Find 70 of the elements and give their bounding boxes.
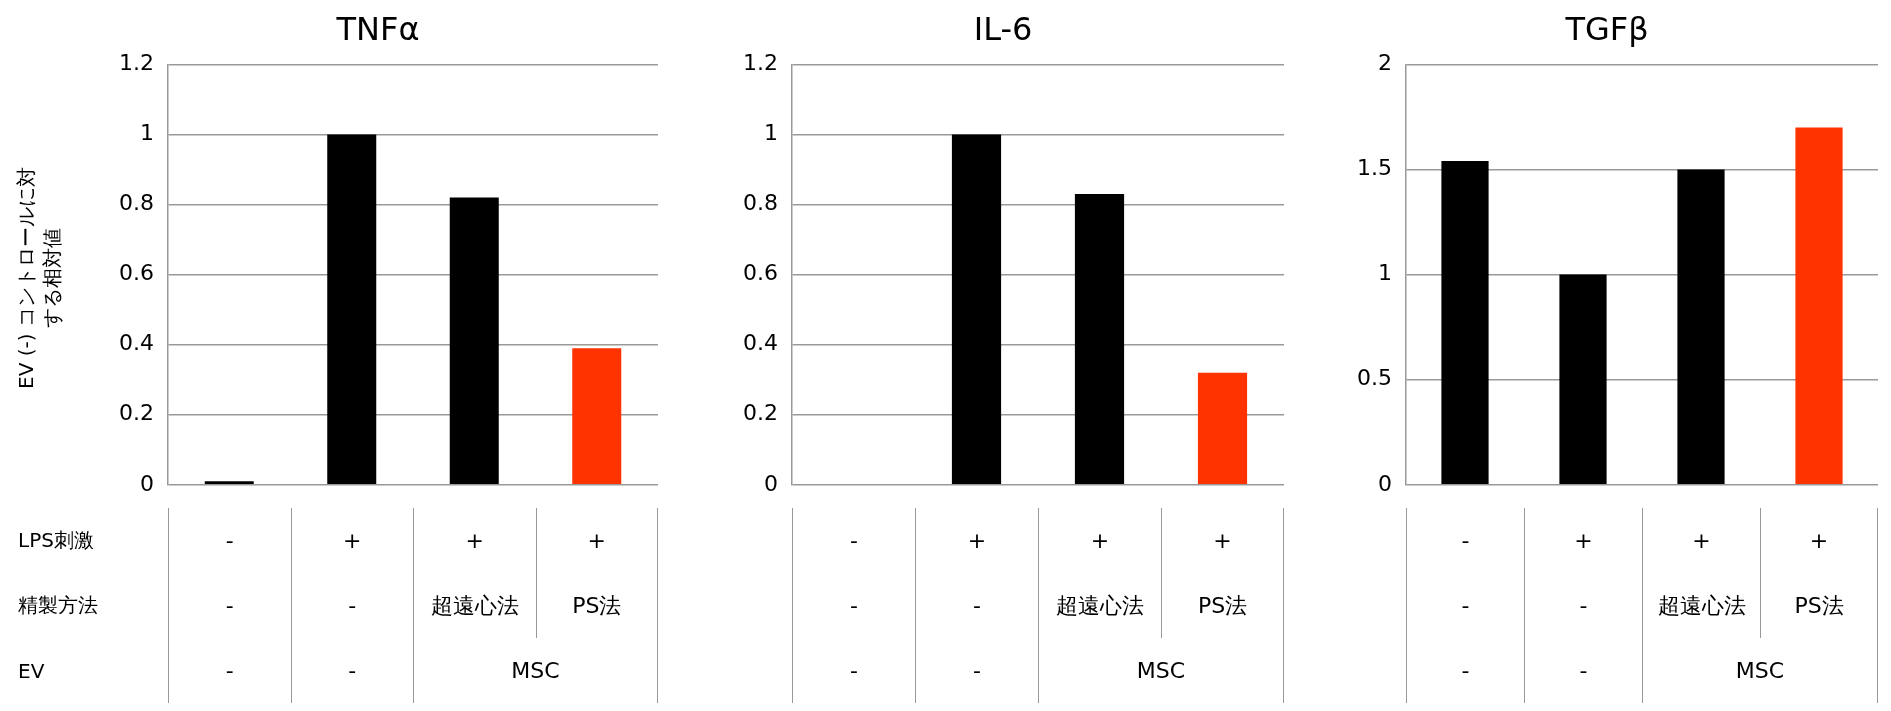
chart-title: IL-6 (973, 9, 1033, 48)
text: PS法 (535, 573, 658, 638)
y-tick-label: 0.4 (743, 330, 778, 356)
y-tick-label: 1.2 (119, 50, 154, 76)
y-tick-label: 1 (1378, 260, 1392, 286)
text: - (915, 638, 1038, 703)
bar (327, 134, 377, 485)
y-tick-label: 0.2 (743, 400, 778, 426)
y-tick-label: 2 (1378, 50, 1392, 76)
text: - (1524, 573, 1642, 638)
y-tick-label: 0.2 (119, 400, 154, 426)
text: - (792, 508, 915, 573)
text: - (792, 573, 915, 638)
text: 超遠心法 (413, 573, 536, 638)
text: - (290, 638, 413, 703)
text: - (168, 573, 291, 638)
text: MSC (1642, 638, 1878, 703)
y-axis-title: EV (-) コントロールに対する相対値 (13, 166, 65, 391)
text: + (290, 508, 413, 573)
bar (449, 197, 499, 485)
text: - (915, 573, 1038, 638)
y-tick-label: 0 (140, 470, 154, 496)
text: MSC (413, 638, 658, 703)
text: - (1406, 508, 1524, 573)
y-tick-label: 0.6 (119, 260, 154, 286)
text: + (535, 508, 658, 573)
text: - (1524, 638, 1642, 703)
y-tick-label: 1.2 (743, 50, 778, 76)
text: EV (18, 657, 46, 685)
text: 超遠心法 (1642, 573, 1760, 638)
chart-title: TGFβ (1564, 9, 1649, 48)
text: - (792, 638, 915, 703)
bar (1197, 372, 1248, 485)
bar (1559, 274, 1607, 485)
text: + (1524, 508, 1642, 573)
text: MSC (1038, 638, 1284, 703)
text: + (413, 508, 536, 573)
y-tick-label: 0.5 (1357, 365, 1392, 391)
bar (204, 481, 254, 485)
bar (1677, 169, 1725, 485)
text: - (168, 508, 291, 573)
y-tick-label: 0.6 (743, 260, 778, 286)
text: 精製方法 (18, 592, 99, 619)
text: - (1406, 638, 1524, 703)
bar (1795, 127, 1843, 485)
chart-title: TNFα (335, 9, 420, 48)
text: + (1161, 508, 1284, 573)
text: LPS刺激 (18, 527, 95, 554)
bar (1074, 194, 1125, 485)
y-tick-label: 1.5 (1357, 155, 1392, 181)
y-tick-label: 0 (1378, 470, 1392, 496)
text: - (168, 638, 291, 703)
text: 超遠心法 (1038, 573, 1161, 638)
text: - (1406, 573, 1524, 638)
text: PS法 (1161, 573, 1284, 638)
text: + (915, 508, 1038, 573)
text: + (1038, 508, 1161, 573)
y-tick-label: 0.8 (743, 190, 778, 216)
text: + (1642, 508, 1760, 573)
bar (1441, 161, 1489, 485)
text: PS法 (1760, 573, 1878, 638)
bar (572, 348, 622, 485)
bar (951, 134, 1002, 485)
y-tick-label: 1 (140, 120, 154, 146)
y-tick-label: 0.8 (119, 190, 154, 216)
text: - (290, 573, 413, 638)
y-tick-label: 0.4 (119, 330, 154, 356)
y-tick-label: 0 (764, 470, 778, 496)
y-tick-label: 1 (764, 120, 778, 146)
text: + (1760, 508, 1878, 573)
